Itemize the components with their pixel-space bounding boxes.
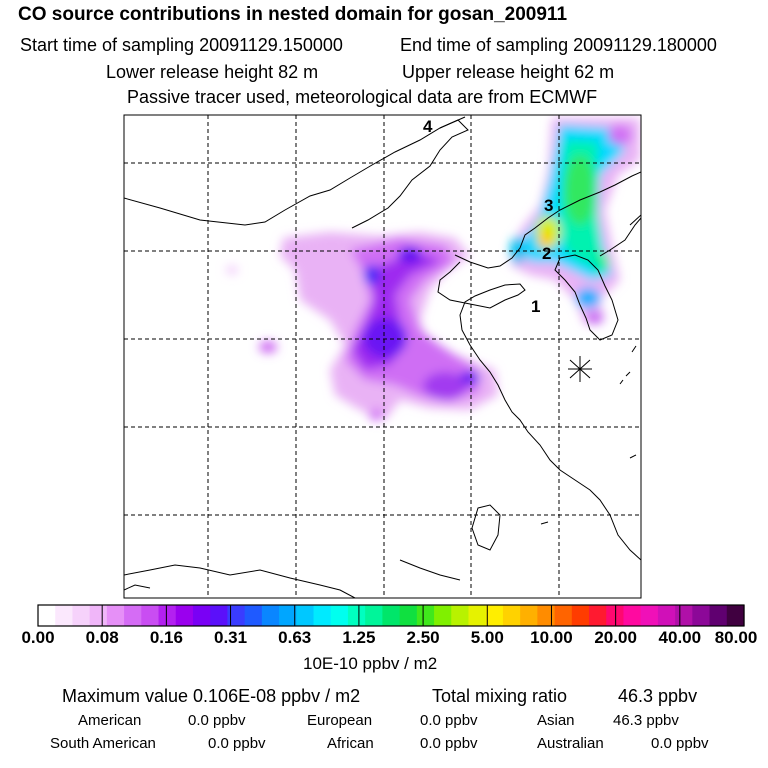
plot-title: CO source contributions in nested domain… (18, 4, 568, 25)
maximum-value: Maximum value 0.106E-08 ppbv / m2 (62, 686, 361, 706)
concentration-field (226, 118, 640, 421)
color-scale-cell (192, 605, 211, 626)
color-scale-cell (124, 605, 142, 626)
color-scale-cell (158, 605, 177, 626)
total-mixing-value: 46.3 ppbv (618, 686, 698, 706)
south-american-value: 0.0 ppbv (208, 735, 266, 752)
color-scale-cell (175, 605, 194, 626)
european-value: 0.0 ppbv (420, 712, 478, 729)
color-scale-cell (640, 605, 659, 626)
color-scale-cell (227, 605, 246, 626)
color-scale-cell (726, 605, 745, 626)
start-time-label: Start time of sampling 20091129.150000 (20, 35, 343, 55)
color-scale-tick-label: 0.08 (85, 628, 119, 647)
european-label: European (307, 712, 373, 729)
color-scale-cell (55, 605, 74, 626)
color-scale-unit: 10E-10 ppbv / m2 (303, 654, 438, 673)
color-scale-tick-label: 2.50 (406, 628, 440, 647)
color-scale-cell (434, 605, 452, 626)
color-scale-cell (210, 605, 229, 626)
color-scale-cell (347, 605, 366, 626)
south-american-label: South American (50, 735, 156, 752)
color-scale-cell (709, 605, 728, 626)
american-label: American (78, 712, 142, 729)
coastlines (124, 116, 641, 598)
color-scale-cell (141, 605, 160, 626)
color-scale-tick-label: 0.00 (21, 628, 55, 647)
total-mixing-label: Total mixing ratio (432, 686, 568, 706)
color-scale-tick-label: 0.63 (278, 628, 312, 647)
color-scale-dividers (101, 605, 681, 626)
color-scale-cell (279, 605, 297, 626)
source-contribution-map: 4 3 2 1 (123, 114, 642, 599)
asian-value: 46.3 ppbv (613, 712, 679, 729)
color-scale-cell (537, 605, 556, 626)
color-scale-cell (520, 605, 538, 626)
receptor-star-icon (568, 356, 592, 382)
asian-label: Asian (537, 712, 575, 729)
color-scale-cell (261, 605, 280, 626)
color-scale-cell (451, 605, 470, 626)
color-scale-tick-label: 0.16 (149, 628, 183, 647)
end-time-label: End time of sampling 20091129.180000 (400, 35, 717, 55)
map-label-3: 3 (544, 196, 553, 215)
color-scale-cell (657, 605, 676, 626)
color-scale-cell (571, 605, 590, 626)
color-scale-cell (330, 605, 349, 626)
color-scale-cell (106, 605, 125, 626)
color-scale-cell (468, 605, 487, 626)
australian-label: Australian (537, 735, 604, 752)
color-scale-bar (37, 604, 745, 627)
color-scale-cell (89, 605, 108, 626)
color-scale-cell (502, 605, 521, 626)
color-scale-cell (554, 605, 573, 626)
map-grid (124, 115, 641, 598)
map-label-1: 1 (531, 297, 540, 316)
color-scale-cell (296, 605, 315, 626)
color-scale-cell (72, 605, 91, 626)
african-value: 0.0 ppbv (420, 735, 478, 752)
color-scale-frame (37, 604, 745, 627)
australian-value: 0.0 ppbv (651, 735, 709, 752)
color-scale-cell (589, 605, 607, 626)
color-scale-tick-label: 20.00 (594, 628, 637, 647)
color-scale-cell (416, 605, 435, 626)
color-scale-cell (485, 605, 504, 626)
color-scale-tick-label: 40.00 (658, 628, 702, 647)
american-value: 0.0 ppbv (188, 712, 246, 729)
color-scale-tick-label: 0.31 (213, 628, 248, 647)
lower-release-height: Lower release height 82 m (106, 62, 319, 82)
african-label: African (327, 735, 374, 752)
color-scale-tick-label: 10.00 (530, 628, 573, 647)
map-label-4: 4 (423, 117, 433, 136)
color-scale-cell (365, 605, 383, 626)
color-scale-cell (313, 605, 332, 626)
color-scale-cell (38, 605, 56, 626)
tracer-note: Passive tracer used, meteorological data… (127, 87, 598, 107)
color-scale-tick-label: 1.25 (342, 628, 376, 647)
color-scale-tick-label: 5.00 (470, 628, 504, 647)
color-scale-cells (38, 605, 745, 626)
map-label-2: 2 (542, 244, 551, 263)
map-frame (123, 114, 642, 599)
color-scale-cell (399, 605, 418, 626)
color-scale-cell (675, 605, 693, 626)
color-scale-cell (692, 605, 711, 626)
color-scale-cell (623, 605, 642, 626)
color-scale-tick-label: 80.00 (714, 628, 758, 647)
color-scale-cell (244, 605, 263, 626)
upper-release-height: Upper release height 62 m (402, 62, 615, 82)
color-scale-cell (382, 605, 401, 626)
